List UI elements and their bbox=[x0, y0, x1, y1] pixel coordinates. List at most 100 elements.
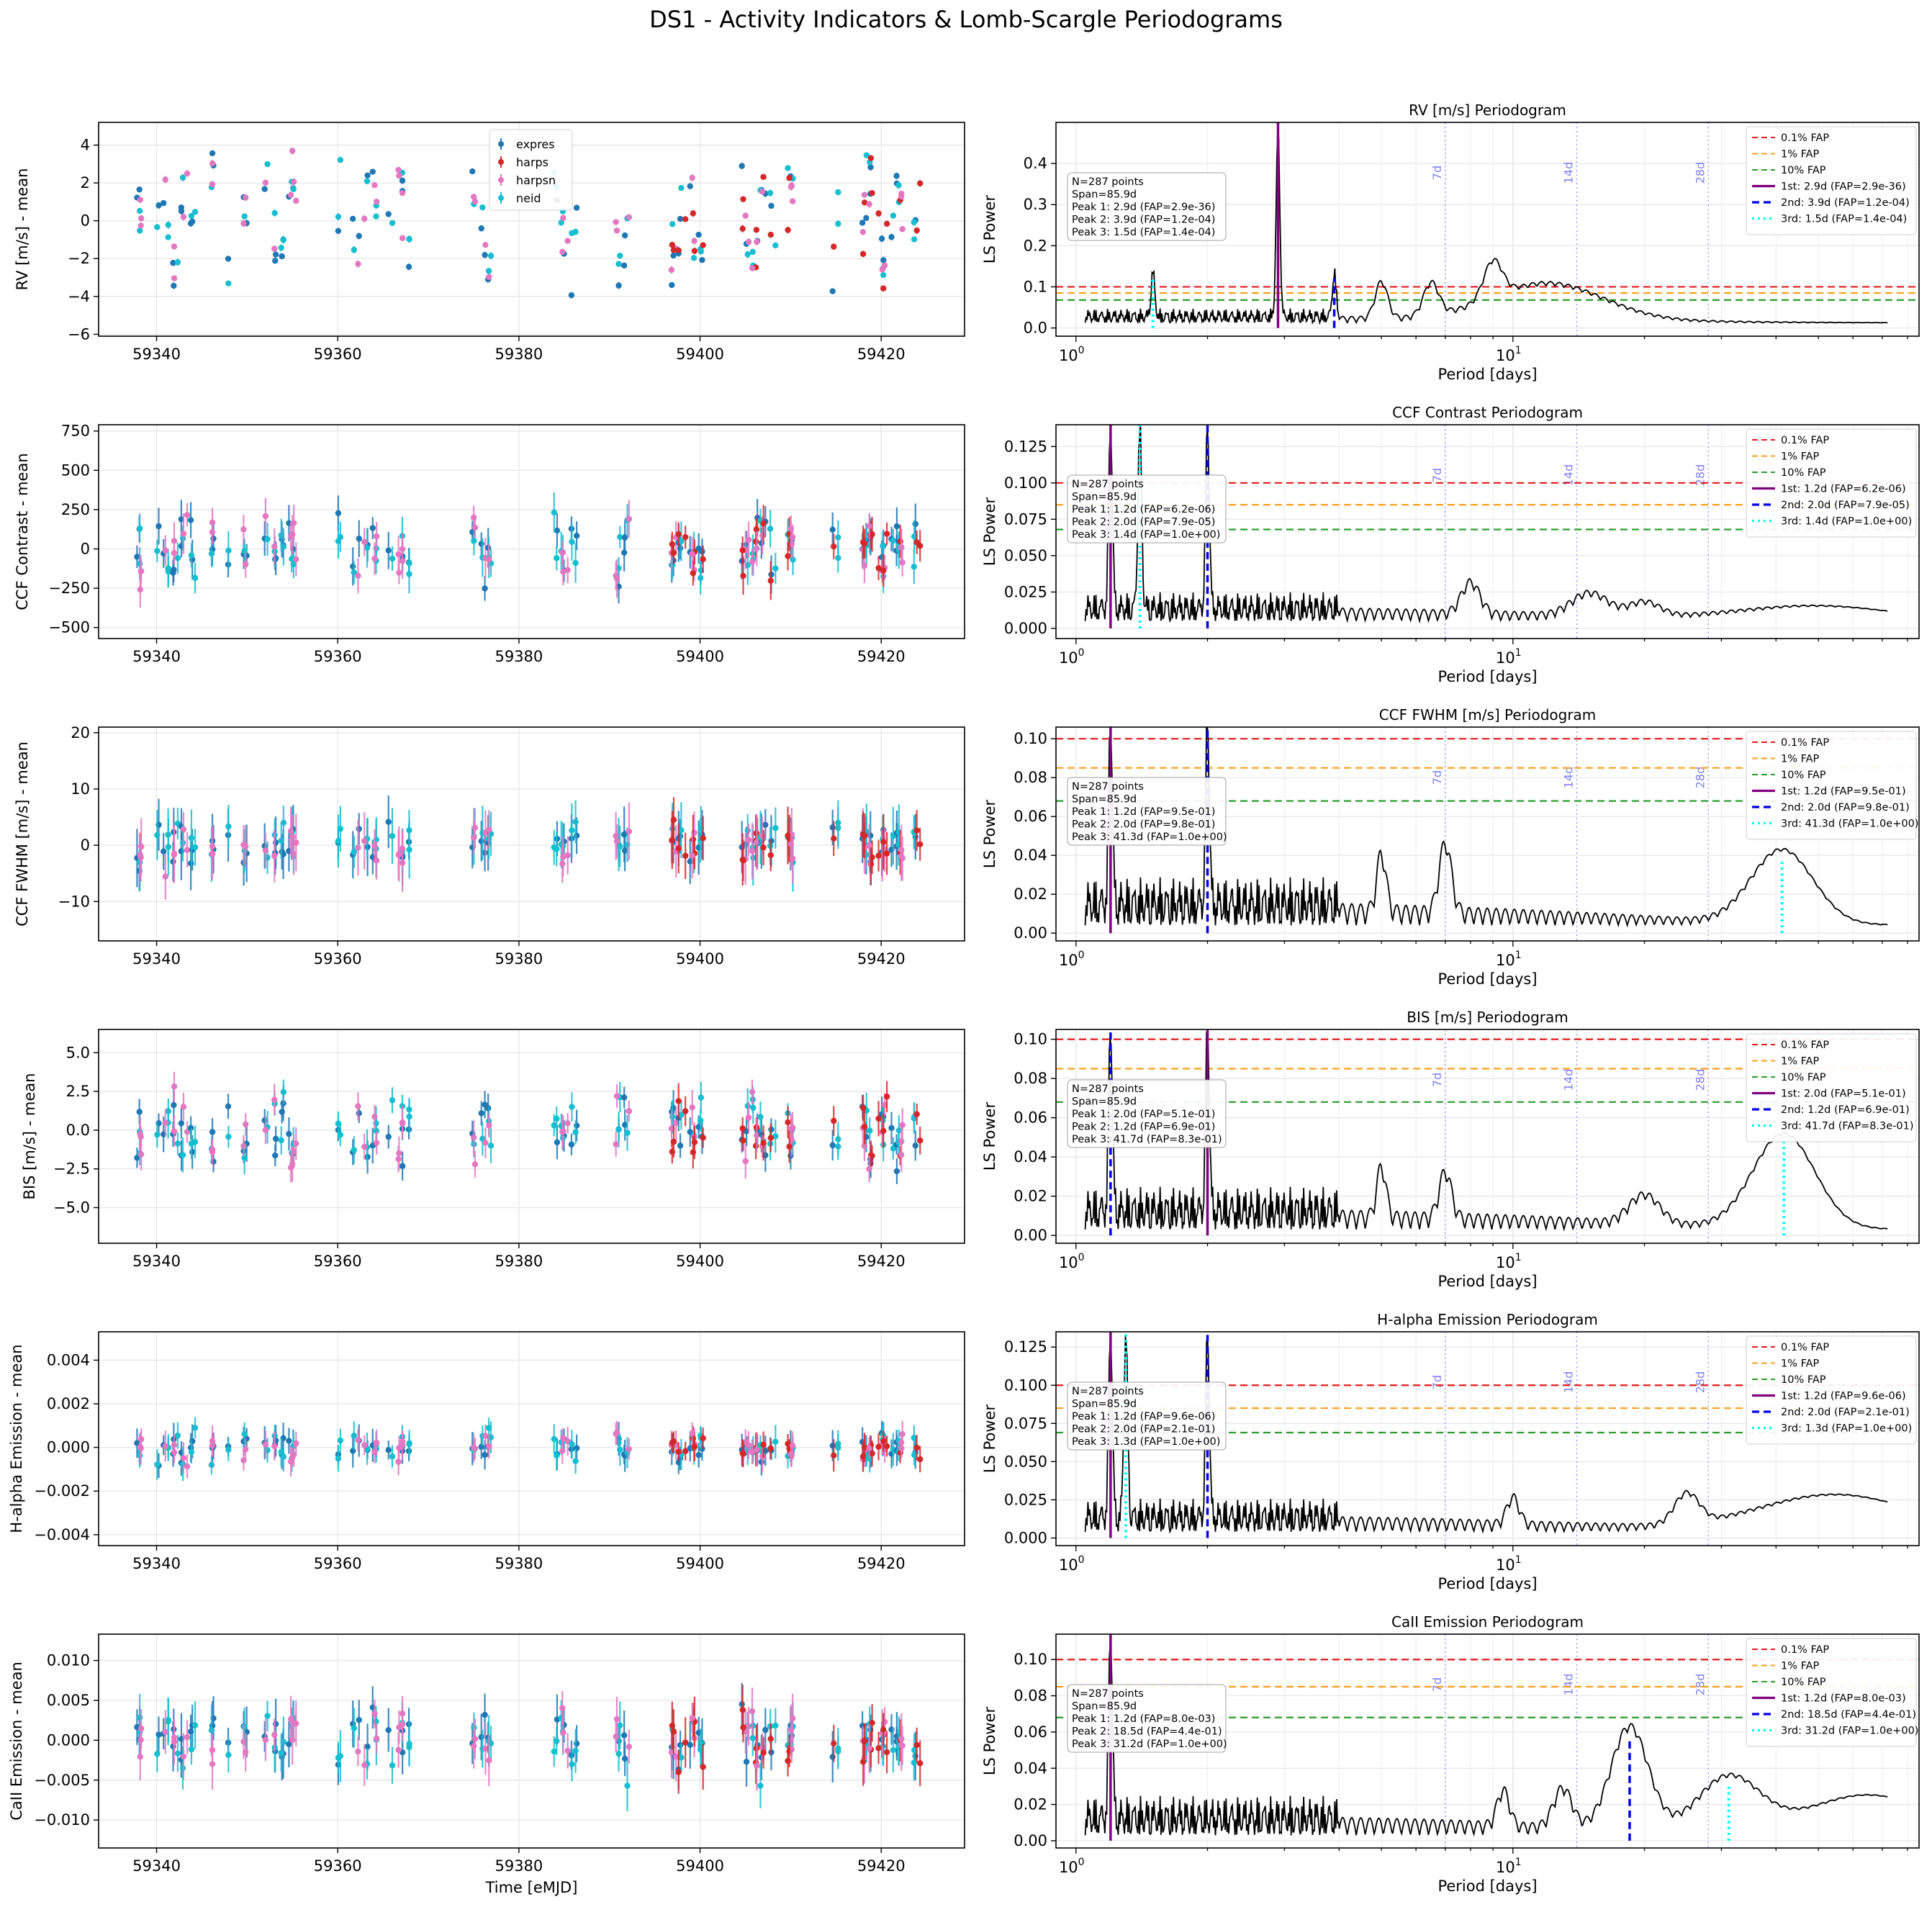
data-point-harps bbox=[767, 1135, 774, 1141]
y-axis-label: LS Power bbox=[981, 800, 998, 869]
x-tick-label: 59340 bbox=[132, 648, 181, 665]
data-point-harpsn bbox=[184, 1734, 191, 1741]
data-point-harps bbox=[785, 1757, 791, 1764]
x-tick-label: 59380 bbox=[495, 1253, 543, 1270]
data-point-neid bbox=[165, 222, 172, 228]
data-point-harps bbox=[682, 1448, 689, 1454]
data-point-harpsn bbox=[749, 265, 756, 271]
x-tick-label: 59340 bbox=[132, 1555, 181, 1572]
data-point-neid bbox=[572, 228, 579, 235]
y-axis-label: RV [m/s] - mean bbox=[14, 168, 31, 291]
data-point-expres bbox=[573, 204, 580, 211]
data-point-harpsn bbox=[754, 238, 760, 245]
info-line: Peak 3: 1.5d (FAP=1.4e-04) bbox=[1072, 227, 1215, 238]
data-point-harpsn bbox=[209, 519, 216, 526]
data-point-expres bbox=[478, 541, 484, 547]
legend-marker bbox=[498, 195, 504, 201]
data-point-neid bbox=[551, 509, 557, 516]
data-point-neid bbox=[772, 1438, 779, 1445]
data-point-neid bbox=[572, 1458, 579, 1464]
data-point-expres bbox=[482, 1711, 488, 1718]
info-line: N=287 points bbox=[1072, 781, 1144, 793]
data-point-harpsn bbox=[879, 266, 885, 273]
data-point-expres bbox=[888, 1124, 895, 1132]
data-point-neid bbox=[335, 213, 342, 220]
data-point-expres bbox=[225, 256, 232, 262]
data-point-expres bbox=[675, 1459, 682, 1466]
data-point-expres bbox=[867, 164, 874, 171]
y-axis-label: LS Power bbox=[981, 497, 998, 567]
legend-box bbox=[489, 129, 573, 211]
y-axis-label: CCF Contrast - mean bbox=[14, 453, 31, 610]
legend-label: 1st: 2.9d (FAP=2.9e-36) bbox=[1781, 181, 1906, 193]
legend-label: harpsn bbox=[516, 173, 556, 187]
data-point-neid bbox=[389, 555, 396, 562]
data-point-harpsn bbox=[866, 842, 872, 849]
data-point-harpsn bbox=[898, 853, 905, 860]
data-point-harps bbox=[740, 196, 746, 202]
axes-frame bbox=[1055, 1029, 1920, 1244]
info-line: Span=85.9d bbox=[1072, 1399, 1137, 1410]
data-point-neid bbox=[225, 1446, 232, 1453]
x-tick-label: 59400 bbox=[676, 346, 724, 363]
data-point-harpsn bbox=[361, 838, 368, 844]
data-point-expres bbox=[695, 231, 702, 238]
data-point-neid bbox=[174, 555, 181, 562]
legend-label: 10% FAP bbox=[1781, 1677, 1826, 1688]
y-tick-label: 0.06 bbox=[1014, 1723, 1047, 1741]
y-tick-label: 0.125 bbox=[1004, 1338, 1047, 1356]
y-tick-label: 0.08 bbox=[1014, 769, 1047, 786]
data-point-harpsn bbox=[789, 198, 796, 204]
legend-label: 2nd: 2.0d (FAP=2.1e-01) bbox=[1781, 1407, 1910, 1418]
data-point-expres bbox=[405, 263, 412, 270]
y-axis-label: LS Power bbox=[981, 1102, 998, 1171]
data-point-harpsn bbox=[373, 1735, 380, 1742]
y-tick-label: 0.125 bbox=[1004, 438, 1047, 455]
data-point-harps bbox=[917, 841, 924, 847]
data-point-expres bbox=[136, 186, 143, 193]
data-point-harps bbox=[913, 1111, 920, 1117]
data-points bbox=[134, 1682, 924, 1812]
data-point-harpsn bbox=[564, 852, 571, 859]
data-point-neid bbox=[744, 1103, 751, 1109]
y-tick-label: 10 bbox=[71, 780, 90, 798]
data-point-harpsn bbox=[689, 174, 695, 181]
x-tick-exponent: 0 bbox=[1078, 1554, 1085, 1566]
legend-label: 1st: 1.2d (FAP=8.0e-03) bbox=[1781, 1693, 1906, 1705]
harmonic-label: 14d bbox=[1562, 1069, 1576, 1091]
y-tick-label: −0.004 bbox=[34, 1526, 90, 1543]
data-point-neid bbox=[569, 827, 575, 834]
data-point-harpsn bbox=[262, 1441, 269, 1448]
data-point-harpsn bbox=[745, 1723, 752, 1730]
data-point-neid bbox=[191, 1425, 199, 1431]
data-point-harps bbox=[831, 1452, 837, 1459]
legend-box bbox=[1746, 428, 1917, 538]
data-point-neid bbox=[241, 213, 248, 220]
y-tick-label: −4 bbox=[68, 288, 90, 305]
info-line: N=287 points bbox=[1072, 479, 1144, 490]
data-point-harpsn bbox=[613, 1734, 619, 1740]
data-point-neid bbox=[208, 1461, 215, 1469]
x-tick-exponent: 1 bbox=[1515, 950, 1522, 961]
data-point-neid bbox=[188, 212, 195, 220]
x-tick-exponent: 1 bbox=[1515, 1252, 1522, 1263]
timeseries-panel-3: 59340 59360 59380 59400 59420 −5.0 −2.5 0.0 2.5 5… bbox=[21, 1029, 965, 1270]
info-box-frame bbox=[1067, 474, 1227, 544]
x-tick-label: 100 bbox=[1059, 647, 1085, 667]
data-point-harps bbox=[700, 1764, 706, 1770]
data-point-harps bbox=[785, 227, 791, 233]
y-tick-label: 0.000 bbox=[47, 1731, 90, 1749]
data-point-harpsn bbox=[395, 551, 402, 558]
data-point-harpsn bbox=[171, 275, 178, 281]
data-point-neid bbox=[554, 1452, 560, 1459]
data-point-expres bbox=[134, 1155, 140, 1161]
data-point-harpsn bbox=[866, 201, 872, 207]
harmonic-label: 28d bbox=[1693, 767, 1707, 789]
data-point-neid bbox=[554, 555, 560, 562]
data-point-neid bbox=[697, 1117, 704, 1124]
data-point-harps bbox=[831, 543, 837, 550]
axes-frame bbox=[98, 726, 965, 942]
